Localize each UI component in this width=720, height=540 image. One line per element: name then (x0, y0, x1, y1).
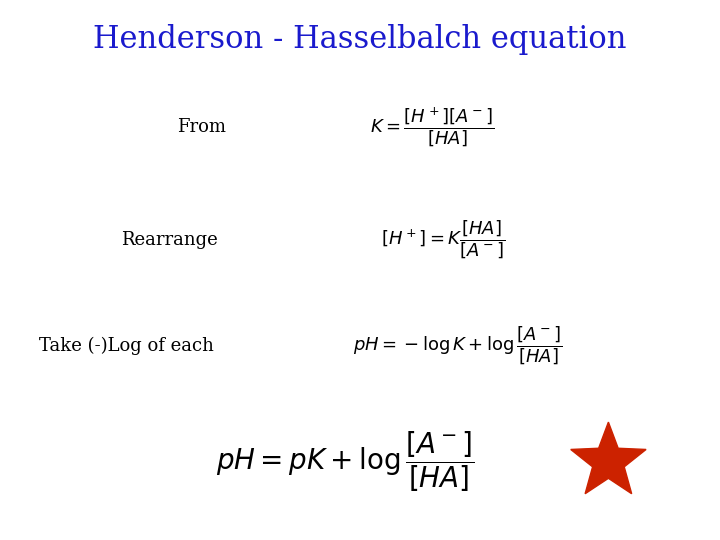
Text: $[H^+] = K\dfrac{[HA]}{[A^-]}$: $[H^+] = K\dfrac{[HA]}{[A^-]}$ (381, 219, 505, 261)
Text: Henderson - Hasselbalch equation: Henderson - Hasselbalch equation (94, 24, 626, 55)
Text: Rearrange: Rearrange (121, 231, 217, 249)
Text: From: From (177, 118, 226, 136)
Polygon shape (571, 422, 646, 494)
Text: $pH = pK + \log\dfrac{[A^-]}{[HA]}$: $pH = pK + \log\dfrac{[A^-]}{[HA]}$ (216, 429, 475, 494)
Text: $pH = -\log K + \log\dfrac{[A^-]}{[HA]}$: $pH = -\log K + \log\dfrac{[A^-]}{[HA]}$ (353, 325, 562, 367)
Text: Take (-)Log of each: Take (-)Log of each (39, 336, 213, 355)
Text: $K = \dfrac{[H^+][A^-]}{[HA]}$: $K = \dfrac{[H^+][A^-]}{[HA]}$ (370, 105, 494, 148)
